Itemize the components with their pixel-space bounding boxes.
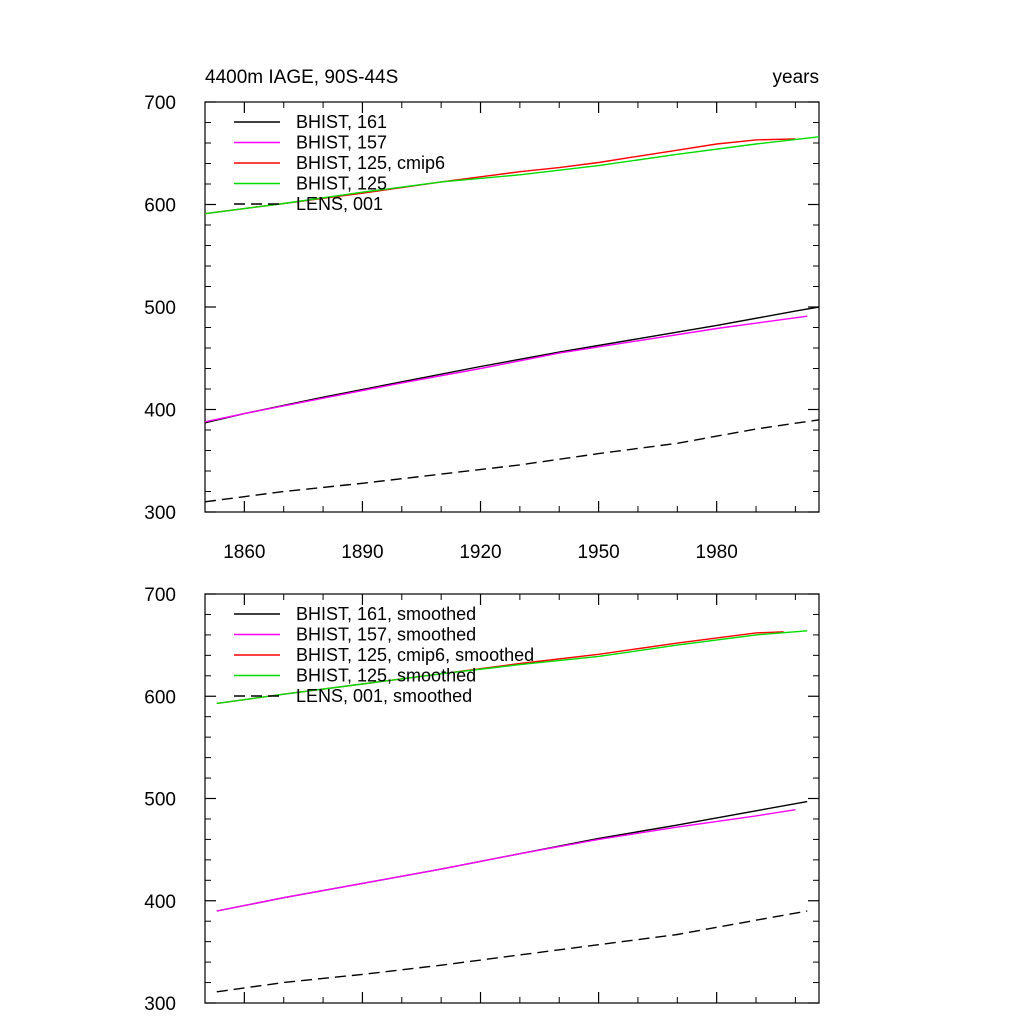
chart-1-x-tick-label: 1980 <box>696 542 738 563</box>
chart-1-legend-label-3: BHIST, 125, cmip6 <box>296 153 445 173</box>
chart-1-x-tick-label: 1950 <box>577 542 619 563</box>
chart-2-y-tick-label: 600 <box>144 687 176 708</box>
chart-2-series-line-1 <box>216 800 808 912</box>
chart-1-x-tick-label: 1920 <box>459 542 501 563</box>
chart-2-series-line-4 <box>216 630 808 705</box>
chart-2-series-line-2 <box>216 809 796 912</box>
chart-2-legend-label-4: BHIST, 125, smoothed <box>296 666 476 686</box>
chart-2-legend-label-5: LENS, 001, smoothed <box>296 686 472 706</box>
chart-2-y-tick-label: 500 <box>144 790 176 811</box>
chart-2-legend-label-2: BHIST, 157, smoothed <box>296 625 476 645</box>
chart-1-y-tick-label: 500 <box>144 298 176 319</box>
chart-1-y-tick-label: 400 <box>144 401 176 422</box>
chart-1-series-line-1 <box>204 306 820 424</box>
chart-1-series-line-5 <box>204 419 820 503</box>
chart-1-legend-label-2: BHIST, 157 <box>296 133 387 153</box>
chart-2-legend-label-3: BHIST, 125, cmip6, smoothed <box>296 645 534 665</box>
chart-1-x-tick-label: 1860 <box>223 542 265 563</box>
chart-1-legend-label-4: BHIST, 125 <box>296 174 387 194</box>
chart-2-series-line-5 <box>216 910 808 993</box>
chart-1-title-left: 4400m IAGE, 90S-44S <box>205 67 398 88</box>
chart-1-series-line-3 <box>204 138 796 215</box>
chart-1-series-line-2 <box>204 315 808 423</box>
chart-1-title-right: years <box>773 67 819 88</box>
chart-2-y-tick-label: 400 <box>144 892 176 913</box>
chart-2-y-tick-label: 300 <box>144 994 176 1015</box>
chart-1-y-tick-label: 300 <box>144 503 176 524</box>
chart-1-y-tick-label: 700 <box>144 93 176 114</box>
chart-1-series-line-4 <box>204 136 820 215</box>
chart-2-legend-label-1: BHIST, 161, smoothed <box>296 604 476 624</box>
chart-1-legend-label-5: LENS, 001 <box>296 194 383 214</box>
chart-1-legend-label-1: BHIST, 161 <box>296 112 387 132</box>
chart-1-x-tick-label: 1890 <box>341 542 383 563</box>
chart-1-plot: 300 400 500 600 700 1860 1890 1920 1950 1980 BHIST… <box>144 93 820 563</box>
chart-1-y-tick-label: 600 <box>144 196 176 217</box>
chart-2-y-tick-label: 700 <box>144 585 176 606</box>
